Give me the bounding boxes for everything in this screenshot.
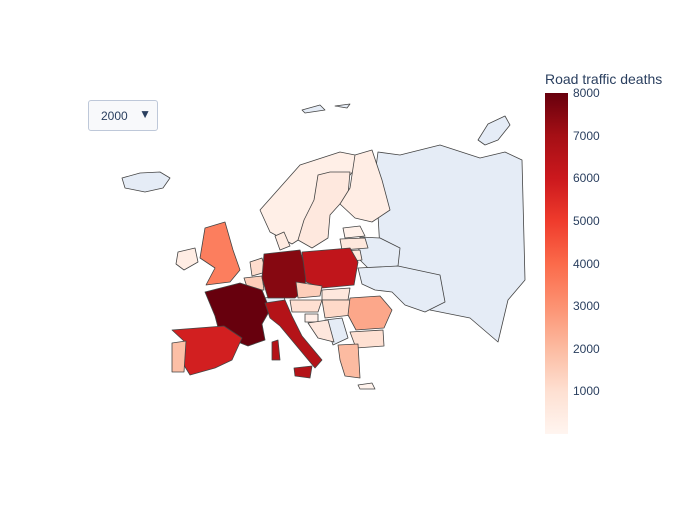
country-latvia — [339, 237, 369, 251]
country-poland — [301, 247, 359, 289]
country-finland — [339, 149, 391, 223]
country-romania — [347, 295, 393, 331]
country-russia-islands — [301, 103, 351, 114]
colorbar-tick: 2000 — [573, 341, 600, 356]
country-slovenia — [304, 313, 319, 323]
country-croatia — [307, 319, 335, 343]
country-slovakia — [321, 287, 351, 301]
country-portugal — [171, 340, 187, 373]
country-czech-republic — [295, 281, 323, 299]
country-cyprus — [357, 382, 376, 390]
country-ukraine — [357, 265, 446, 313]
year-dropdown[interactable]: 2000 ▼ — [88, 100, 158, 131]
colorbar-tick: 7000 — [573, 128, 600, 143]
country-bulgaria — [349, 329, 385, 349]
country-hungary — [321, 299, 353, 319]
colorbar-tick: 3000 — [573, 299, 600, 314]
country-austria — [289, 299, 323, 313]
colorbar-gradient — [545, 93, 568, 434]
colorbar-tick: 6000 — [573, 171, 600, 186]
colorbar-tick: 4000 — [573, 256, 600, 271]
country-united-kingdom — [199, 221, 241, 286]
colorbar-tick: 5000 — [573, 213, 600, 228]
country-estonia — [342, 225, 366, 239]
colorbar-title: Road traffic deaths — [545, 71, 663, 87]
country-sweden — [297, 171, 351, 249]
country-russia — [374, 144, 526, 343]
colorbar-tick: 1000 — [573, 384, 600, 399]
country-russia-north — [477, 115, 511, 146]
country-iceland — [121, 171, 171, 193]
country-italy — [264, 299, 323, 369]
country-sicily — [293, 365, 313, 379]
colorbar-tick: 8000 — [573, 86, 600, 100]
country-greece — [337, 343, 361, 379]
country-denmark — [274, 231, 291, 251]
year-dropdown-value: 2000 — [101, 109, 128, 123]
country-sardinia — [271, 339, 281, 361]
triangle-down-icon: ▼ — [139, 107, 151, 121]
country-ireland — [175, 247, 199, 271]
